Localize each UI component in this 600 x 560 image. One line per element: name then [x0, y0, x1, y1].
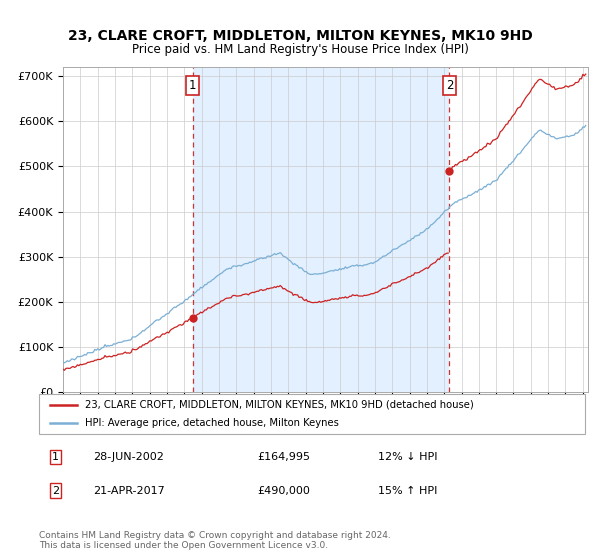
Text: 2: 2 — [446, 78, 453, 92]
Bar — [193, 67, 449, 392]
Text: Price paid vs. HM Land Registry's House Price Index (HPI): Price paid vs. HM Land Registry's House … — [131, 43, 469, 56]
Text: 21-APR-2017: 21-APR-2017 — [94, 486, 166, 496]
Text: 1: 1 — [189, 78, 197, 92]
Text: 1: 1 — [52, 452, 59, 462]
Text: 23, CLARE CROFT, MIDDLETON, MILTON KEYNES, MK10 9HD: 23, CLARE CROFT, MIDDLETON, MILTON KEYNE… — [68, 29, 532, 44]
Text: This data is licensed under the Open Government Licence v3.0.: This data is licensed under the Open Gov… — [39, 541, 328, 550]
Text: £490,000: £490,000 — [257, 486, 310, 496]
Text: 28-JUN-2002: 28-JUN-2002 — [94, 452, 164, 462]
Text: 2: 2 — [52, 486, 59, 496]
Text: 12% ↓ HPI: 12% ↓ HPI — [377, 452, 437, 462]
Text: Contains HM Land Registry data © Crown copyright and database right 2024.: Contains HM Land Registry data © Crown c… — [39, 531, 391, 540]
Text: HPI: Average price, detached house, Milton Keynes: HPI: Average price, detached house, Milt… — [85, 418, 339, 428]
Text: 23, CLARE CROFT, MIDDLETON, MILTON KEYNES, MK10 9HD (detached house): 23, CLARE CROFT, MIDDLETON, MILTON KEYNE… — [85, 400, 474, 410]
Text: £164,995: £164,995 — [257, 452, 310, 462]
Text: 15% ↑ HPI: 15% ↑ HPI — [377, 486, 437, 496]
FancyBboxPatch shape — [39, 394, 585, 434]
